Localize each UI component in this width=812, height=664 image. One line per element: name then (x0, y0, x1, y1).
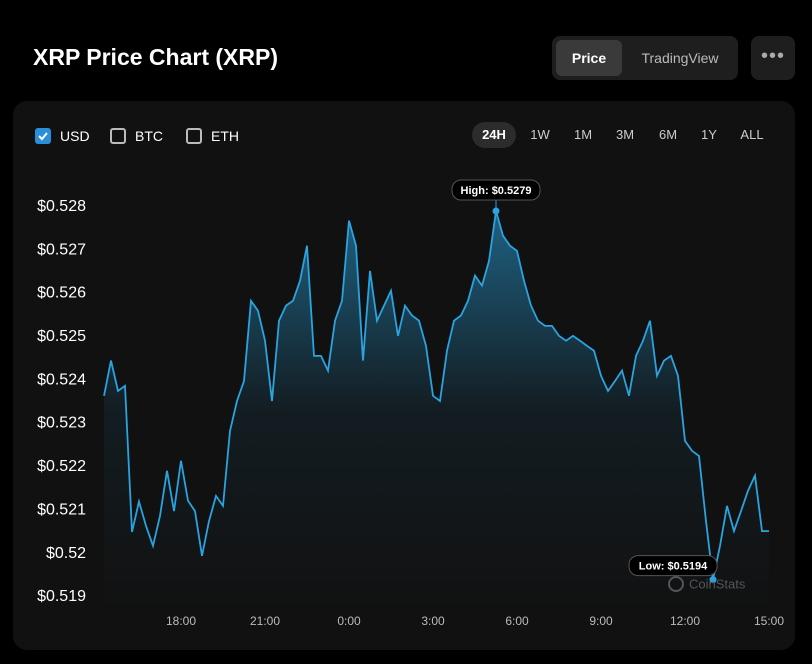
checkbox-box (186, 128, 202, 144)
watermark: CoinStats (689, 576, 746, 591)
y-tick-label: $0.528 (37, 198, 86, 215)
x-tick-label: 18:00 (166, 614, 196, 628)
x-tick-label: 0:00 (337, 614, 361, 628)
range-button[interactable]: 1Y (701, 127, 717, 142)
annotation-box (451, 179, 541, 201)
area (104, 211, 769, 610)
x-tick-label: 9:00 (589, 614, 613, 628)
range-button[interactable]: 24H (472, 122, 516, 148)
checkbox-box (110, 128, 126, 144)
watermark-icon (668, 576, 684, 592)
more-button[interactable]: ••• (751, 36, 795, 80)
y-tick-label: $0.52 (46, 545, 86, 562)
range-button[interactable]: 1M (573, 127, 593, 142)
checkbox-label: BTC (135, 128, 163, 144)
view-tabs: Price TradingView (552, 36, 738, 80)
range-button[interactable]: 1W (530, 127, 550, 142)
checkbox-label: USD (60, 128, 90, 144)
page-title: XRP Price Chart (XRP) (33, 44, 278, 70)
annotation-box (628, 555, 718, 577)
view-tab[interactable]: TradingView (641, 50, 719, 66)
extreme-point (709, 576, 717, 584)
y-tick-label: $0.524 (37, 371, 86, 388)
checkbox-label: ETH (211, 128, 239, 144)
x-tick-label: 12:00 (670, 614, 700, 628)
y-tick-label: $0.526 (37, 285, 86, 302)
y-tick-label: $0.521 (37, 501, 86, 518)
range-button[interactable]: 6M (658, 127, 678, 142)
annotation-label: Low: $0.5194 (639, 561, 708, 573)
x-tick-label: 6:00 (505, 614, 529, 628)
checkbox-box (35, 128, 51, 144)
currency-checkbox[interactable]: BTC (110, 126, 163, 146)
y-tick-label: $0.519 (37, 588, 86, 605)
x-tick-label: 15:00 (754, 614, 784, 628)
view-tab[interactable]: Price (556, 40, 622, 76)
y-tick-label: $0.523 (37, 415, 86, 432)
y-tick-label: $0.522 (37, 458, 86, 475)
currency-checkbox[interactable]: ETH (186, 126, 239, 146)
currency-checkbox[interactable]: USD (35, 126, 90, 146)
price-line (103, 210, 769, 580)
y-tick-label: $0.525 (37, 328, 86, 345)
y-tick-label: $0.527 (37, 241, 86, 258)
x-tick-label: 21:00 (250, 614, 280, 628)
check-icon (38, 132, 48, 141)
range-button[interactable]: 3M (615, 127, 635, 142)
range-button[interactable]: ALL (740, 127, 764, 142)
annotation-label: High: $0.5279 (461, 185, 532, 197)
x-tick-label: 3:00 (421, 614, 445, 628)
